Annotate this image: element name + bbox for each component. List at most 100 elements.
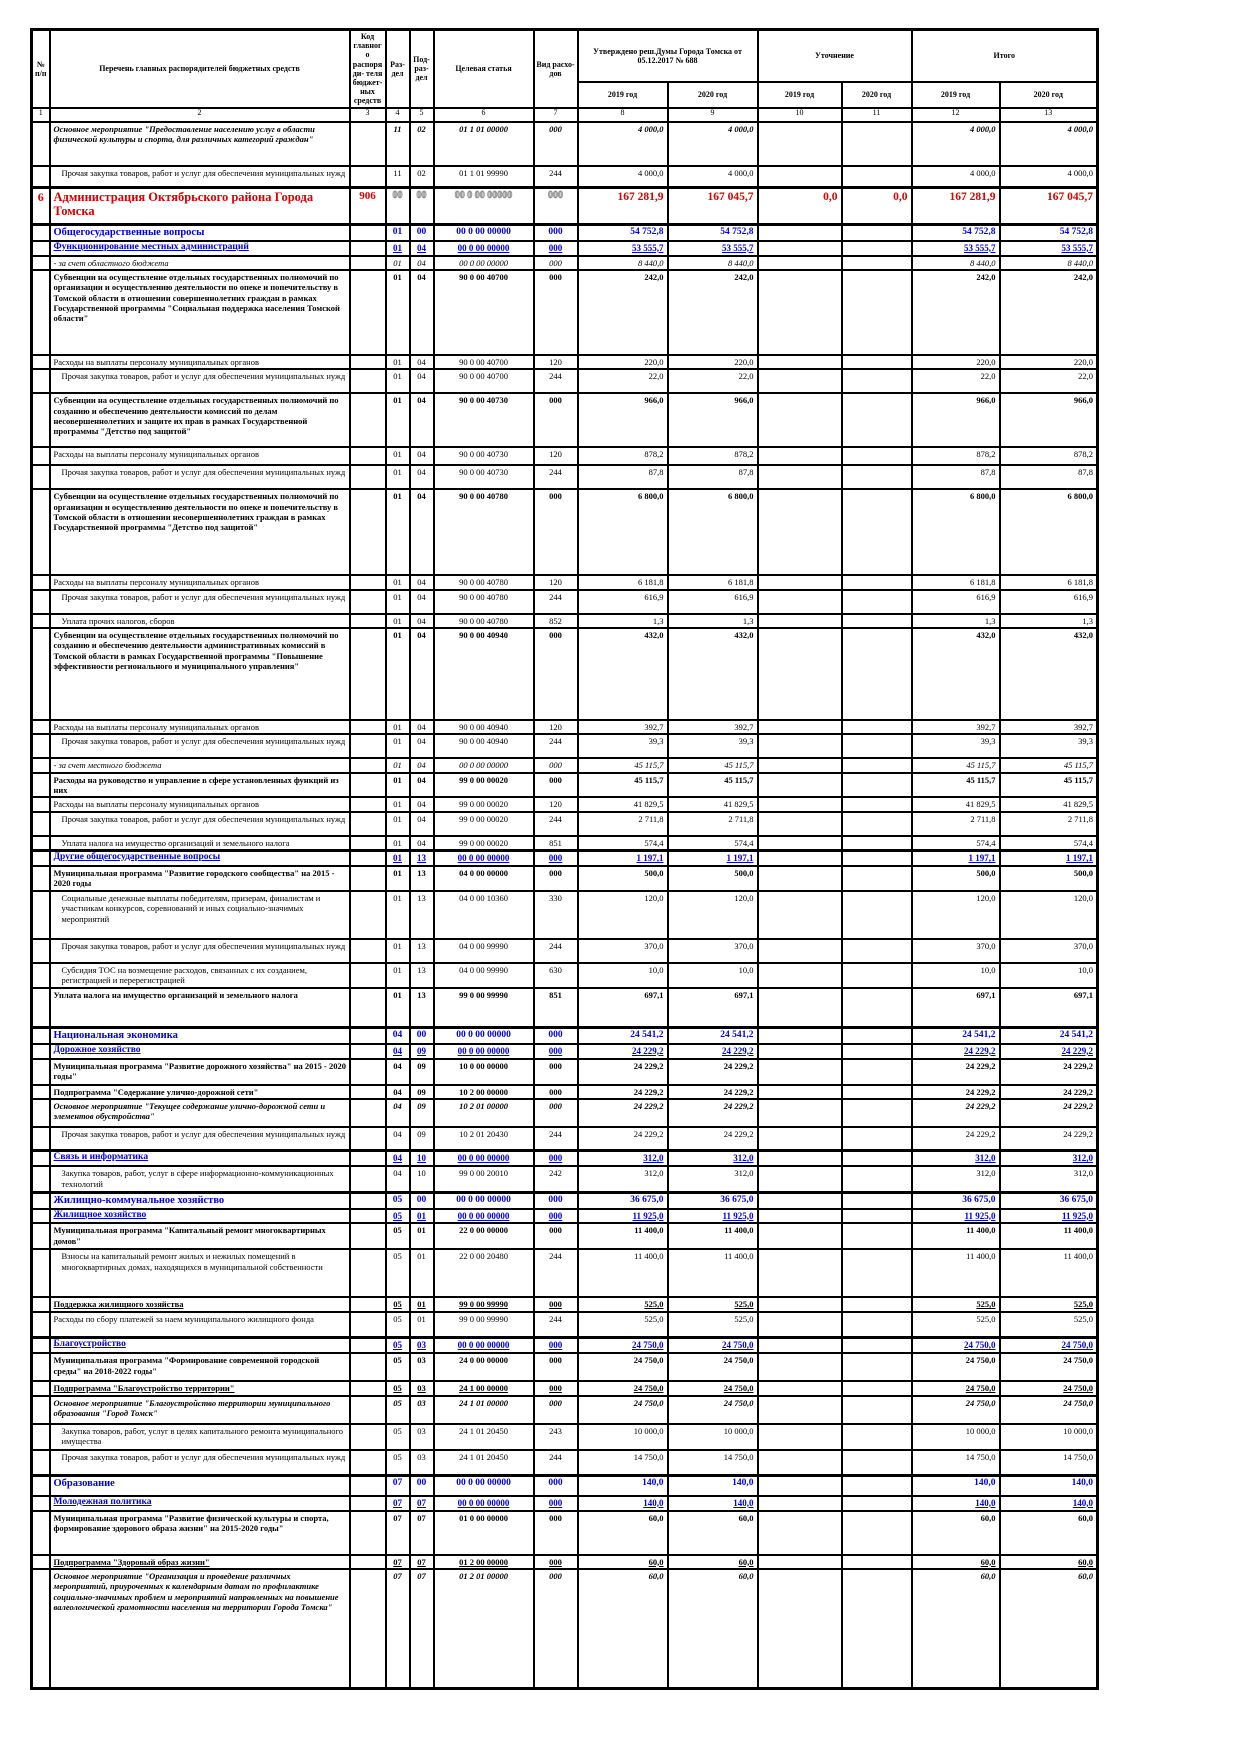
value-approved-2020-cell: 1 197,1: [666, 849, 759, 868]
value-approved-2019-cell: 2 711,8: [576, 810, 669, 837]
value-clarification-2019-cell: [756, 1190, 843, 1210]
value-total-2019-cell: 24 750,0: [910, 1336, 1001, 1355]
vid-cell: 000: [532, 1567, 579, 1690]
value-total-2020-cell: 24 229,2: [998, 1125, 1099, 1152]
row-number-cell: [30, 1394, 51, 1425]
row-number-cell: [30, 1380, 51, 1397]
value-clarification-2020-cell: [840, 588, 913, 615]
value-clarification-2019-cell: [756, 120, 843, 167]
name-cell: Расходы на выплаты персоналу муниципальн…: [48, 796, 351, 813]
razdel-cell: 01: [384, 574, 411, 591]
podrazdel-cell: 13: [408, 849, 435, 868]
podrazdel-cell: 04: [408, 574, 435, 591]
row-number-cell: [30, 254, 51, 271]
vid-cell: 244: [532, 1448, 579, 1477]
value-clarification-2019-cell: [756, 757, 843, 774]
row-number-cell: [30, 1097, 51, 1128]
target-article-cell: 22 0 00 20480: [432, 1248, 535, 1299]
colnum-7: 7: [532, 106, 579, 123]
target-article-cell: 24 1 01 20450: [432, 1448, 535, 1477]
value-clarification-2020-cell: [840, 733, 913, 760]
podrazdel-cell: 04: [408, 810, 435, 837]
value-approved-2019-cell: 4 000,0: [576, 120, 669, 167]
value-total-2019-cell: 242,0: [910, 268, 1001, 356]
value-clarification-2019-cell: [756, 834, 843, 852]
name-cell: Молодежная политика: [48, 1494, 351, 1512]
vid-cell: 000: [532, 1042, 579, 1060]
value-approved-2019-cell: 39,3: [576, 733, 669, 760]
grbs-code-cell: [348, 1567, 387, 1690]
podrazdel-cell: 13: [408, 889, 435, 940]
vid-cell: 244: [532, 164, 579, 189]
value-total-2020-cell: 878,2: [998, 446, 1099, 467]
value-total-2020-cell: 11 400,0: [998, 1222, 1099, 1251]
podrazdel-cell: 09: [408, 1057, 435, 1086]
value-approved-2019-cell: 220,0: [576, 353, 669, 371]
row-number-cell: [30, 834, 51, 852]
value-clarification-2019-cell: [756, 1567, 843, 1690]
name-cell: Закупка товаров, работ, услуг в целях ка…: [48, 1422, 351, 1451]
value-approved-2020-cell: 41 829,5: [666, 796, 759, 813]
name-cell: Расходы на выплаты персоналу муниципальн…: [48, 718, 351, 736]
value-approved-2019-cell: 24 541,2: [576, 1026, 669, 1045]
value-total-2020-cell: 8 440,0: [998, 254, 1099, 271]
name-cell: Муниципальная программа "Капитальный рем…: [48, 1222, 351, 1251]
colnum-3: 3: [348, 106, 387, 123]
table-row: Основное мероприятие "Текущее содержание…: [30, 1097, 1099, 1128]
target-article-cell: 90 0 00 40730: [432, 392, 535, 449]
podrazdel-cell: 02: [408, 120, 435, 167]
grbs-code-cell: [348, 588, 387, 615]
value-total-2019-cell: 24 229,2: [910, 1042, 1001, 1060]
value-total-2020-cell: 11 925,0: [998, 1207, 1099, 1225]
value-total-2020-cell: 966,0: [998, 392, 1099, 449]
value-approved-2020-cell: 24 229,2: [666, 1057, 759, 1086]
row-number-cell: [30, 120, 51, 167]
value-total-2019-cell: 60,0: [910, 1567, 1001, 1690]
row-number-cell: [30, 937, 51, 964]
name-cell: Расходы на выплаты персоналу муниципальн…: [48, 353, 351, 371]
vid-cell: 243: [532, 1422, 579, 1451]
value-approved-2019-cell: 60,0: [576, 1567, 669, 1690]
target-article-cell: 24 0 00 00000: [432, 1352, 535, 1383]
row-number-cell: [30, 1083, 51, 1100]
target-article-cell: 00 0 00 00000: [432, 1042, 535, 1060]
value-total-2020-cell: 24 750,0: [998, 1336, 1099, 1355]
razdel-cell: 05: [384, 1310, 411, 1339]
value-clarification-2020-cell: [840, 1296, 913, 1313]
table-row: Прочая закупка товаров, работ и услуг дл…: [30, 810, 1099, 837]
name-cell: Прочая закупка товаров, работ и услуг дл…: [48, 1448, 351, 1477]
grbs-code-cell: [348, 1149, 387, 1168]
value-total-2019-cell: 220,0: [910, 353, 1001, 371]
vid-cell: 000: [532, 1097, 579, 1128]
value-approved-2019-cell: 525,0: [576, 1296, 669, 1313]
value-approved-2019-cell: 24 750,0: [576, 1352, 669, 1383]
value-clarification-2019-cell: [756, 1222, 843, 1251]
row-number-cell: [30, 1057, 51, 1086]
value-approved-2020-cell: 45 115,7: [666, 757, 759, 774]
vid-cell: 000: [532, 1296, 579, 1313]
value-clarification-2019-cell: [756, 588, 843, 615]
value-total-2020-cell: 10 000,0: [998, 1422, 1099, 1451]
razdel-cell: 05: [384, 1448, 411, 1477]
header-clarification-2020: 2020 год: [840, 80, 913, 109]
vid-cell: 000: [532, 1352, 579, 1383]
vid-cell: 244: [532, 937, 579, 964]
name-cell: Муниципальная программа "Развитие физиче…: [48, 1509, 351, 1556]
name-cell: - за счет местного бюджета: [48, 757, 351, 774]
value-clarification-2019-cell: [756, 353, 843, 371]
value-total-2020-cell: 2 711,8: [998, 810, 1099, 837]
value-clarification-2020-cell: [840, 268, 913, 356]
podrazdel-cell: 09: [408, 1042, 435, 1060]
name-cell: Взносы на капитальный ремонт жилых и неж…: [48, 1248, 351, 1299]
razdel-cell: 05: [384, 1336, 411, 1355]
target-article-cell: 10 2 01 20430: [432, 1125, 535, 1152]
row-number-cell: [30, 1448, 51, 1477]
value-clarification-2020-cell: [840, 718, 913, 736]
name-cell: Муниципальная программа "Развитие дорожн…: [48, 1057, 351, 1086]
grbs-code-cell: [348, 1448, 387, 1477]
value-total-2019-cell: 312,0: [910, 1149, 1001, 1168]
row-number-cell: [30, 1042, 51, 1060]
value-approved-2019-cell: 8 440,0: [576, 254, 669, 271]
value-clarification-2019-cell: 0,0: [756, 186, 843, 226]
grbs-code-cell: [348, 733, 387, 760]
